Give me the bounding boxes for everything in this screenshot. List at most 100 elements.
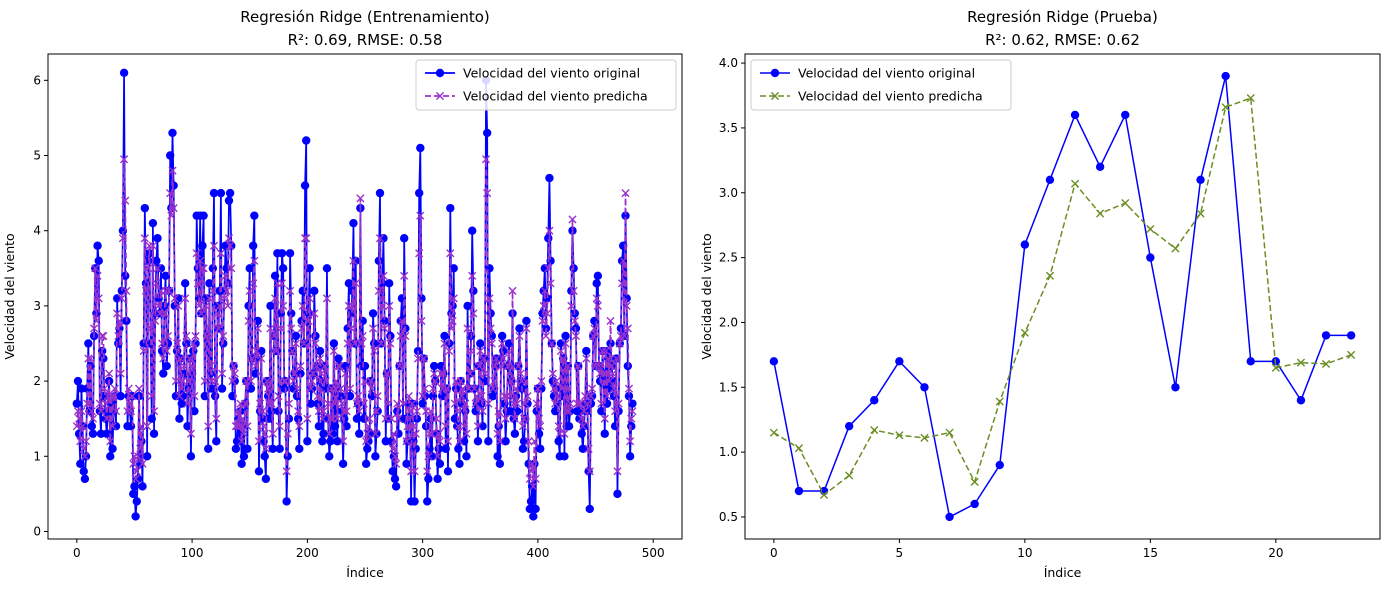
x-axis-label: Índice <box>346 565 384 580</box>
data-point <box>621 211 630 220</box>
data-point <box>532 399 541 408</box>
data-point <box>538 316 547 326</box>
data-point <box>319 407 328 416</box>
data-point <box>409 422 418 431</box>
data-point <box>552 376 561 386</box>
data-point <box>268 429 277 438</box>
data-point <box>124 384 133 393</box>
data-point <box>435 437 445 446</box>
data-point <box>223 301 232 310</box>
data-point <box>418 399 427 408</box>
x-tick-label: 15 <box>1143 546 1158 560</box>
data-point <box>1121 199 1130 208</box>
data-point <box>296 361 305 371</box>
data-point <box>526 497 536 506</box>
data-point <box>583 399 592 408</box>
data-point <box>363 429 372 438</box>
data-point <box>174 301 183 310</box>
data-point <box>794 444 804 453</box>
data-point <box>516 369 525 378</box>
data-point <box>478 422 487 431</box>
data-point <box>198 264 207 273</box>
data-point <box>73 407 83 416</box>
data-point <box>425 429 434 438</box>
data-point <box>294 407 303 416</box>
data-point <box>333 414 342 423</box>
data-point <box>1096 209 1105 218</box>
data-point <box>199 211 208 220</box>
data-point <box>144 264 153 273</box>
data-point <box>493 429 502 438</box>
data-point <box>295 444 304 453</box>
data-point <box>613 489 622 499</box>
data-point <box>371 429 380 438</box>
legend: Velocidad del viento original Velocidad d… <box>750 59 1012 111</box>
data-point <box>347 324 356 333</box>
data-point <box>83 399 92 408</box>
data-point <box>215 301 224 310</box>
data-point <box>423 467 432 476</box>
data-point <box>231 422 240 431</box>
data-point <box>287 324 296 333</box>
data-point <box>264 384 273 393</box>
data-point <box>410 497 419 506</box>
data-point <box>440 339 449 348</box>
data-point <box>539 301 548 310</box>
data-point <box>121 196 130 205</box>
data-point <box>109 392 118 401</box>
data-point <box>73 376 83 386</box>
data-point <box>168 166 177 175</box>
data-point <box>179 361 189 371</box>
data-point <box>1246 93 1255 103</box>
data-point <box>497 331 507 341</box>
data-point <box>141 286 151 295</box>
data-point <box>332 376 341 386</box>
data-point <box>606 339 615 348</box>
data-point <box>591 361 600 371</box>
data-point <box>493 452 502 461</box>
data-point <box>619 256 628 265</box>
data-point <box>536 444 545 453</box>
data-point <box>333 437 342 446</box>
data-point <box>441 444 450 453</box>
data-point <box>241 399 250 408</box>
data-point <box>161 271 170 281</box>
data-point <box>394 414 403 423</box>
data-point <box>564 422 574 431</box>
series-line <box>773 75 1352 518</box>
data-point <box>112 294 122 303</box>
data-point <box>305 264 314 273</box>
data-point <box>606 316 615 326</box>
data-point <box>80 452 89 461</box>
data-point <box>306 399 316 408</box>
data-point <box>844 421 854 431</box>
data-point <box>558 384 567 393</box>
data-point <box>401 331 410 341</box>
data-point <box>353 392 363 401</box>
data-point <box>212 414 221 423</box>
data-point <box>578 422 587 431</box>
data-point <box>443 437 453 446</box>
y-tick-label: 4 <box>33 224 41 238</box>
data-point <box>307 384 317 393</box>
y-tick-label: 3 <box>33 299 41 313</box>
data-point <box>490 376 499 386</box>
data-point <box>488 384 498 393</box>
y-tick-label: 0.5 <box>719 510 738 524</box>
data-point <box>615 339 624 348</box>
data-point <box>204 444 213 453</box>
data-point <box>378 301 387 310</box>
data-point <box>329 346 338 356</box>
data-point <box>257 354 266 363</box>
data-point <box>190 392 199 401</box>
data-point <box>259 422 268 431</box>
data-point <box>504 346 514 356</box>
data-point <box>147 392 156 401</box>
data-point <box>601 346 611 356</box>
data-point <box>344 279 354 288</box>
data-point <box>463 324 472 333</box>
data-point <box>459 437 469 446</box>
y-tick-label: 0 <box>33 524 41 538</box>
data-point <box>244 316 253 326</box>
data-point <box>239 429 249 438</box>
